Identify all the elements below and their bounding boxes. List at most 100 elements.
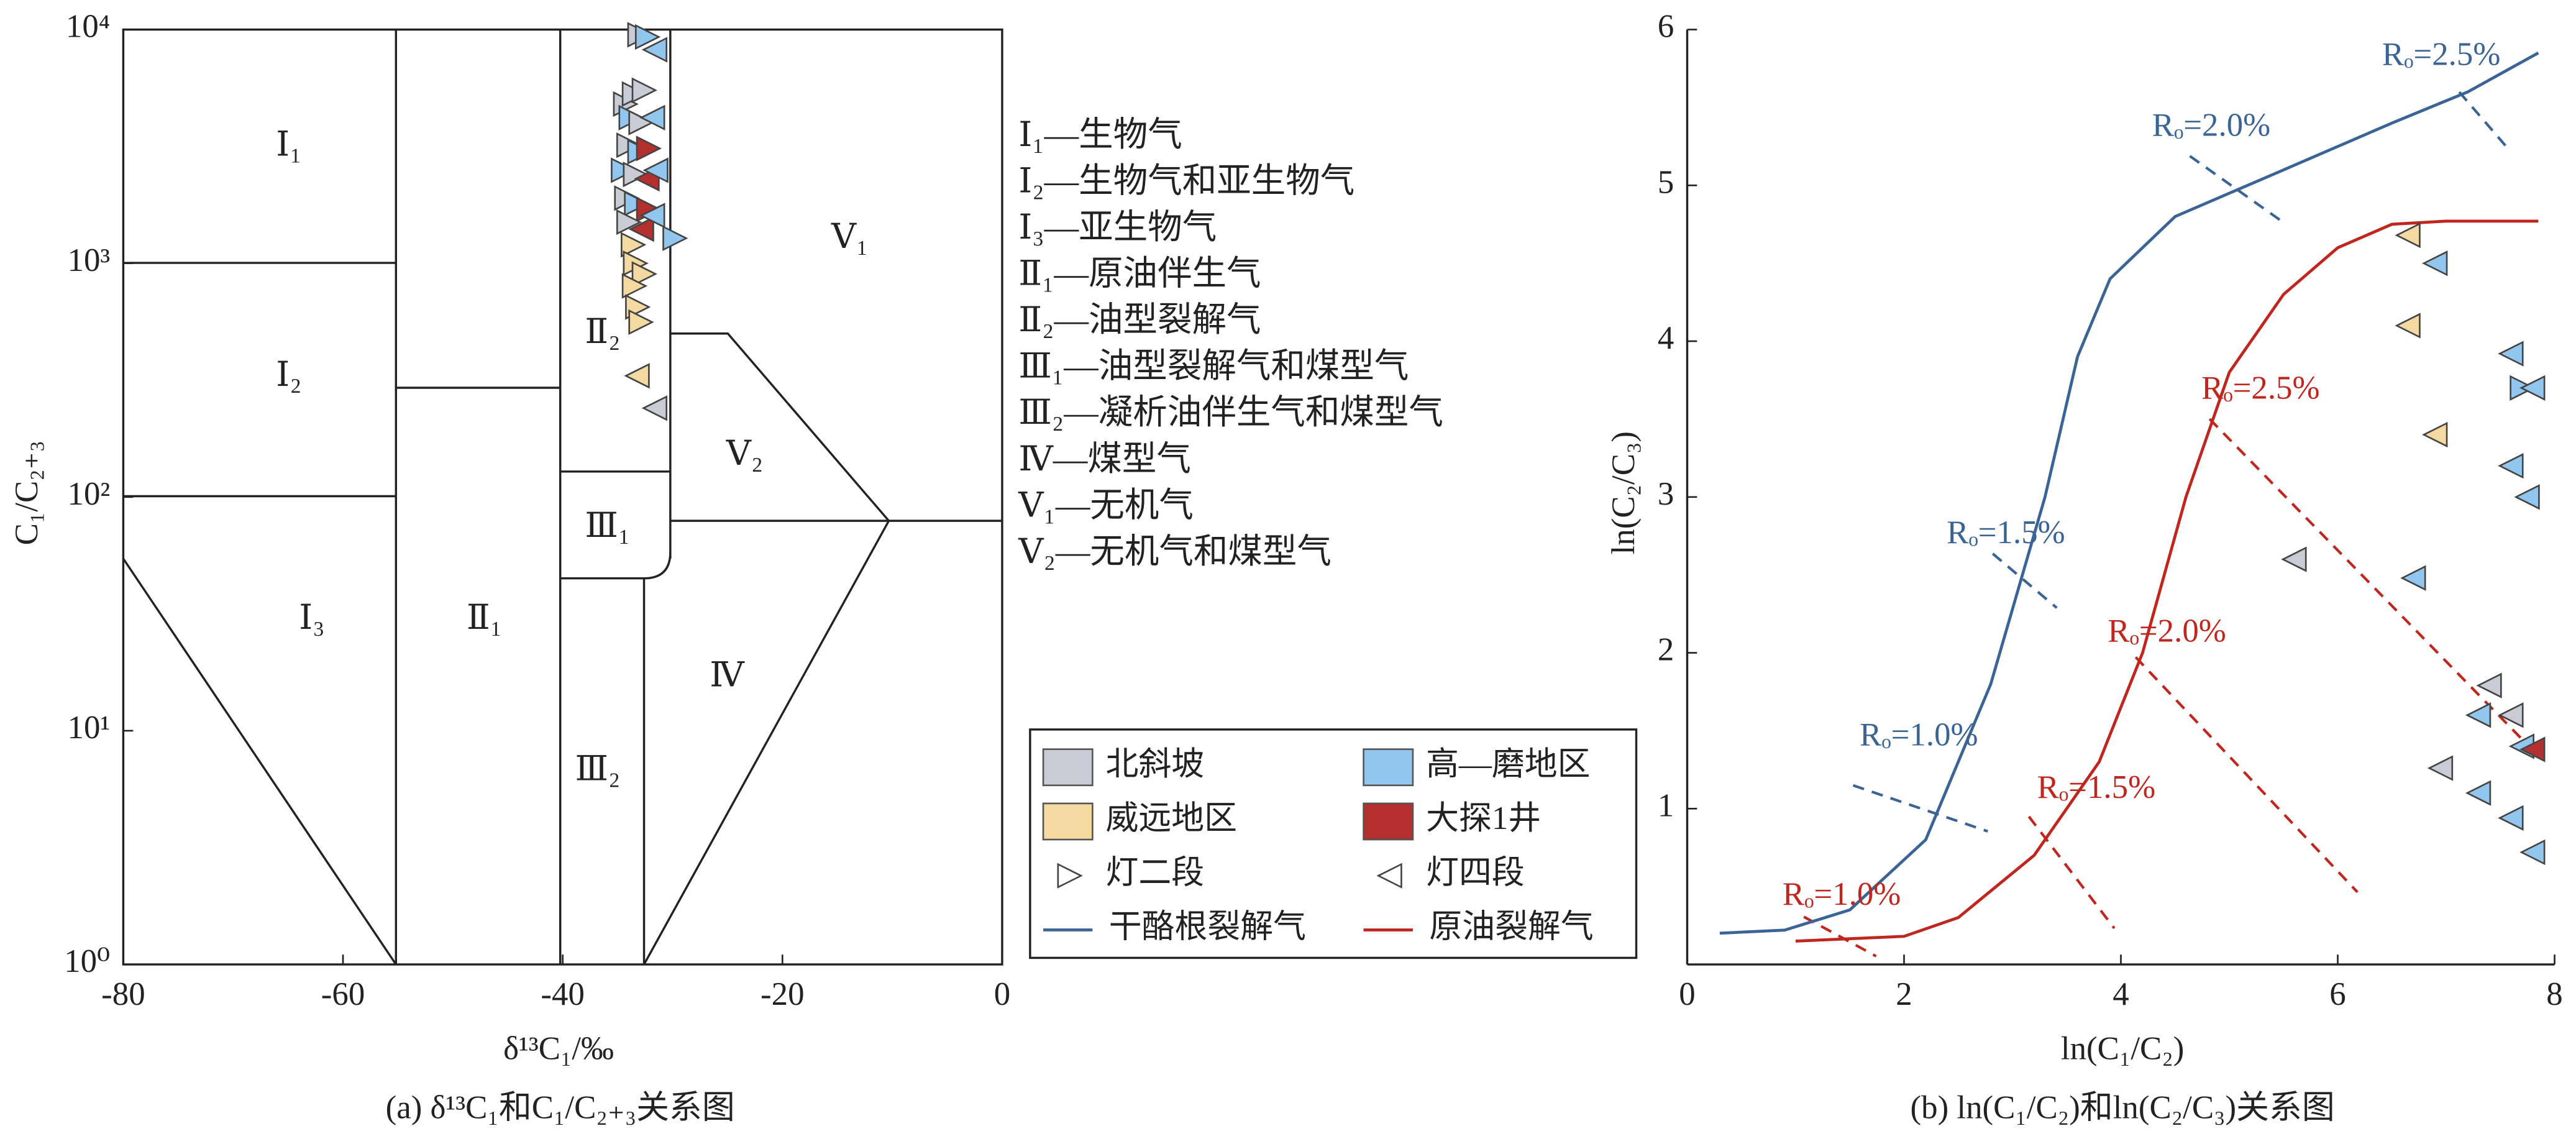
region-label: Ⅲ₁ bbox=[585, 507, 630, 545]
x-tick-label: -80 bbox=[101, 976, 145, 1012]
data-point bbox=[662, 225, 688, 252]
region-legend-item: Ⅰ₂—生物气和亚生物气 bbox=[1018, 162, 1354, 200]
y-tick-label: 10³ bbox=[68, 242, 111, 278]
data-point bbox=[2498, 341, 2524, 367]
legend-marker bbox=[1376, 863, 1402, 889]
data-point bbox=[2498, 805, 2524, 831]
y-axis-title: ln(C₂/C₃) bbox=[1605, 431, 1642, 554]
data-point bbox=[641, 37, 668, 63]
legend-label: 灯四段 bbox=[1426, 854, 1525, 890]
region-label: Ⅰ₃ bbox=[299, 599, 324, 637]
x-tick-label: 0 bbox=[994, 976, 1010, 1012]
y-tick-label: 5 bbox=[1658, 164, 1674, 200]
legend-label: 灯二段 bbox=[1106, 854, 1205, 890]
data-point bbox=[2476, 672, 2502, 698]
data-point bbox=[2514, 484, 2540, 510]
legend-swatch bbox=[1042, 748, 1094, 787]
y-tick-label: 1 bbox=[1658, 787, 1674, 823]
data-point bbox=[621, 232, 647, 258]
y-axis-title: C₁/C₂₊₃ bbox=[9, 441, 45, 545]
data-point bbox=[2519, 736, 2546, 762]
data-point bbox=[616, 209, 642, 236]
x-tick-label: 0 bbox=[1679, 976, 1695, 1012]
x-tick-label: -20 bbox=[760, 976, 804, 1012]
region-legend-item: Ⅱ₁—原油伴生气 bbox=[1018, 255, 1261, 293]
y-tick-label: 10² bbox=[68, 476, 111, 512]
x-tick-label: 4 bbox=[2112, 976, 2129, 1012]
data-point bbox=[642, 157, 669, 183]
data-point bbox=[2519, 839, 2546, 866]
data-point bbox=[2498, 453, 2524, 479]
data-point bbox=[631, 77, 657, 103]
data-point bbox=[628, 216, 654, 242]
region-label: Ⅴ₂ bbox=[726, 435, 763, 473]
region-label: Ⅱ₁ bbox=[467, 599, 502, 637]
ro-label: Rₒ=2.0% bbox=[2108, 613, 2226, 649]
region-legend-item: Ⅴ₂—无机气和煤型气 bbox=[1018, 533, 1331, 571]
ro-label: Rₒ=1.0% bbox=[1783, 876, 1901, 912]
ro-label: Rₒ=1.0% bbox=[1860, 716, 1978, 753]
legend-label: 威远地区 bbox=[1106, 800, 1238, 836]
legend-label: 干酪根裂解气 bbox=[1109, 909, 1306, 945]
x-tick-label: -60 bbox=[321, 976, 365, 1012]
legend-box bbox=[1029, 728, 1638, 959]
data-point bbox=[631, 261, 657, 287]
ro-label: Rₒ=1.5% bbox=[1947, 515, 2065, 551]
y-tick-label: 6 bbox=[1658, 9, 1674, 45]
data-point bbox=[639, 104, 665, 130]
data-point bbox=[2465, 780, 2492, 806]
data-point bbox=[2281, 546, 2307, 572]
region-label: Ⅰ₂ bbox=[276, 356, 301, 394]
ro-label: Rₒ=2.5% bbox=[2382, 37, 2500, 73]
legend-label: 高—磨地区 bbox=[1426, 746, 1590, 782]
axes-b bbox=[1686, 29, 2555, 966]
curve bbox=[1719, 52, 2539, 935]
legend-swatch bbox=[1042, 802, 1094, 841]
data-point bbox=[639, 203, 665, 229]
region-legend-item: Ⅳ—煤型气 bbox=[1018, 441, 1191, 478]
region-legend-item: Ⅰ₃—亚生物气 bbox=[1018, 209, 1217, 247]
region-label: Ⅴ₁ bbox=[831, 218, 868, 256]
data-point bbox=[2465, 702, 2492, 728]
legend-label: 北斜坡 bbox=[1106, 746, 1205, 782]
data-point bbox=[2400, 565, 2426, 591]
region-label: Ⅰ₁ bbox=[276, 126, 301, 164]
caption: (b) ln(C₁/C₂)和ln(C₂/C₃)关系图 bbox=[1911, 1089, 2335, 1125]
data-point bbox=[2519, 375, 2546, 401]
region-boundaries bbox=[122, 28, 1003, 966]
curve bbox=[1795, 219, 2539, 943]
y-tick-label: 2 bbox=[1658, 632, 1674, 668]
data-point bbox=[628, 109, 654, 135]
x-axis-title: δ¹³C₁/‰ bbox=[503, 1030, 614, 1066]
data-point bbox=[621, 273, 648, 299]
y-tick-label: 10¹ bbox=[68, 710, 111, 746]
legend-swatch bbox=[1363, 802, 1414, 841]
data-point bbox=[641, 395, 668, 421]
region-legend-item: Ⅲ₁—油型裂解气和煤型气 bbox=[1018, 348, 1409, 386]
data-point bbox=[623, 162, 649, 188]
data-point bbox=[634, 24, 661, 50]
ro-label: Rₒ=1.5% bbox=[2037, 769, 2155, 805]
region-legend-item: Ⅴ₁—无机气 bbox=[1018, 487, 1194, 524]
data-point bbox=[2395, 313, 2421, 339]
caption: (a) δ¹³C₁和C₁/C₂₊₃关系图 bbox=[386, 1089, 735, 1125]
region-legend: Ⅰ₁—生物气 Ⅰ₂—生物气和亚生物气 Ⅰ₃—亚生物气 Ⅱ₁—原油伴生气 Ⅱ₂—油型裂解气… bbox=[1018, 116, 1443, 571]
legend-marker bbox=[1057, 863, 1083, 889]
data-point bbox=[2422, 250, 2448, 277]
x-axis-title: ln(C₁/C₂) bbox=[2061, 1030, 2184, 1066]
data-point bbox=[2498, 702, 2524, 728]
y-tick-label: 10⁴ bbox=[66, 9, 110, 45]
ro-label: Rₒ=2.5% bbox=[2201, 370, 2319, 406]
legend-label: 大探1井 bbox=[1426, 800, 1541, 836]
legend-label: 原油裂解气 bbox=[1429, 909, 1593, 945]
data-point bbox=[628, 309, 654, 336]
data-point bbox=[2395, 222, 2421, 249]
ro-label: Rₒ=2.0% bbox=[2152, 107, 2270, 143]
region-label: Ⅳ bbox=[710, 657, 745, 695]
y-tick-label: 3 bbox=[1658, 476, 1674, 512]
data-point bbox=[2427, 755, 2454, 781]
data-point bbox=[2422, 421, 2448, 448]
legend-swatch bbox=[1363, 748, 1414, 787]
